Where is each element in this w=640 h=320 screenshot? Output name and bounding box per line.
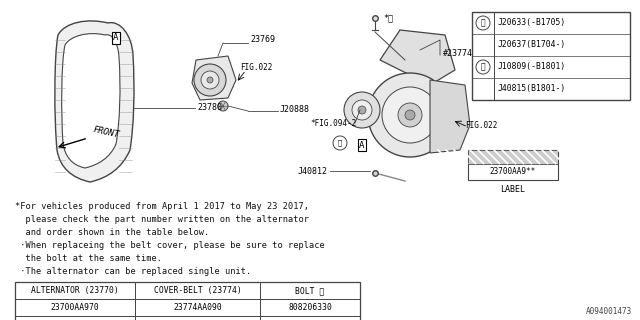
Text: J20637(B1704-): J20637(B1704-): [498, 41, 566, 50]
Text: A: A: [113, 34, 118, 43]
Circle shape: [476, 60, 490, 74]
PathPatch shape: [61, 34, 120, 168]
Text: 23774AA090: 23774AA090: [173, 303, 222, 312]
Text: ②: ②: [481, 62, 485, 71]
Bar: [468, 150, 558, 180]
Text: J20888: J20888: [280, 105, 310, 114]
Text: LABEL: LABEL: [500, 186, 525, 195]
Circle shape: [201, 71, 219, 89]
Text: the bolt at the same time.: the bolt at the same time.: [15, 254, 162, 263]
Text: 23780: 23780: [197, 103, 222, 113]
Polygon shape: [380, 30, 455, 85]
Text: 23700AA9**: 23700AA9**: [490, 167, 536, 176]
Text: 808206330: 808206330: [288, 303, 332, 312]
Text: 23769: 23769: [250, 36, 275, 44]
Circle shape: [398, 103, 422, 127]
Circle shape: [382, 87, 438, 143]
Circle shape: [333, 136, 347, 150]
Text: #23774: #23774: [443, 49, 473, 58]
Text: *For vehicles produced from April 1 2017 to May 23 2017,: *For vehicles produced from April 1 2017…: [15, 202, 309, 211]
Text: BOLT ①: BOLT ①: [296, 286, 324, 295]
Circle shape: [368, 73, 452, 157]
Text: *①: *①: [383, 13, 393, 22]
Polygon shape: [430, 80, 470, 153]
Text: J20633(-B1705): J20633(-B1705): [498, 19, 566, 28]
Text: ①: ①: [481, 19, 485, 28]
Circle shape: [358, 106, 366, 114]
Text: ALTERNATOR (23770): ALTERNATOR (23770): [31, 286, 119, 295]
Text: 23700AA970: 23700AA970: [51, 303, 99, 312]
Circle shape: [352, 100, 372, 120]
PathPatch shape: [55, 21, 134, 182]
Text: ·The alternator can be replaced single unit.: ·The alternator can be replaced single u…: [15, 267, 252, 276]
Circle shape: [476, 16, 490, 30]
Bar: [468, 150, 558, 164]
Text: FIG.022: FIG.022: [240, 63, 273, 73]
Text: please check the part number written on the alternator: please check the part number written on …: [15, 215, 309, 224]
Text: A094001473: A094001473: [586, 307, 632, 316]
Bar: [472, 12, 630, 100]
Text: A: A: [359, 140, 365, 149]
Text: FIG.022: FIG.022: [465, 121, 497, 130]
Text: J40815(B1801-): J40815(B1801-): [498, 84, 566, 93]
Circle shape: [218, 101, 228, 111]
Text: FRONT: FRONT: [92, 125, 120, 139]
Circle shape: [405, 110, 415, 120]
Text: COVER-BELT (23774): COVER-BELT (23774): [154, 286, 241, 295]
Text: *FIG.094-2: *FIG.094-2: [310, 118, 356, 127]
Text: ·When replaceing the belt cover, please be sure to replace: ·When replaceing the belt cover, please …: [15, 241, 324, 250]
Text: and order shown in the table below.: and order shown in the table below.: [15, 228, 209, 237]
Circle shape: [344, 92, 380, 128]
Text: ②: ②: [338, 140, 342, 146]
Circle shape: [207, 77, 213, 83]
Circle shape: [194, 64, 226, 96]
Polygon shape: [192, 56, 236, 100]
Bar: [15, 282, 360, 320]
Text: J40812: J40812: [298, 166, 328, 175]
Bar: [468, 150, 558, 164]
Text: J10809(-B1801): J10809(-B1801): [498, 62, 566, 71]
